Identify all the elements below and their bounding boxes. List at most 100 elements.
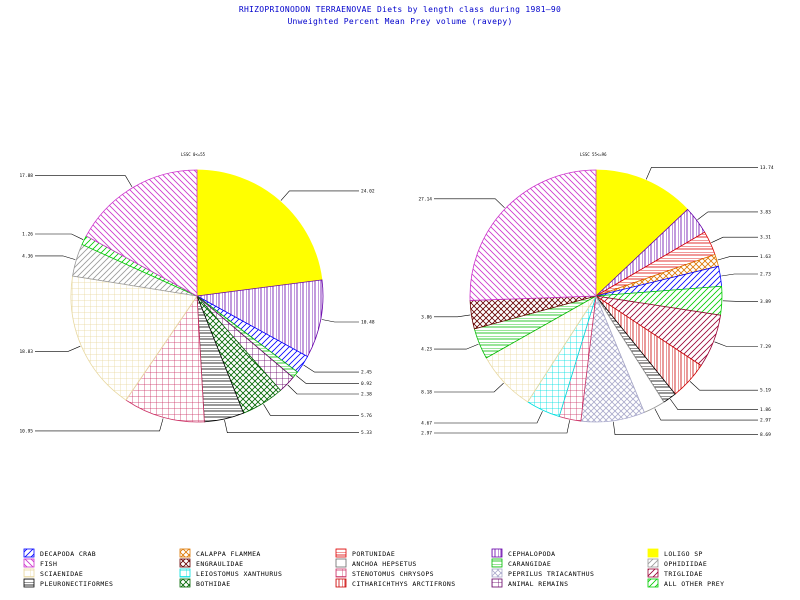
legend-item-portunidae: PORTUNIDAE [335, 548, 395, 558]
slice-value-label: 1.26 [22, 231, 33, 237]
legend-label: FISH [40, 560, 57, 568]
leader-line [321, 319, 359, 323]
pie-chart-1: LSSC 0<=55 24.02 10.48 2.45 0.92 2.38 5.76 5.33… [19, 152, 374, 436]
legend-item-sciaenidae: SCIAENIDAE [23, 568, 83, 578]
leader-line [721, 273, 758, 277]
legend-swatch [179, 558, 191, 568]
legend-label: TRIGLIDAE [664, 570, 703, 578]
leader-line [669, 398, 758, 410]
leader-line [35, 418, 164, 432]
pie-slice-cephalopoda [195, 279, 324, 358]
pie-chart-2: LSSC 55<=96 13.74 3.83 3.31 1.63 2.73 3.89 7.29… [418, 152, 773, 438]
slice-value-label: 8.69 [760, 432, 771, 438]
legend-label: STENOTOMUS CHRYSOPS [352, 570, 434, 578]
leader-line [263, 404, 359, 416]
slice-value-label: 13.74 [760, 165, 774, 171]
legend-swatch [647, 578, 659, 588]
slice-value-label: 5.33 [361, 430, 372, 436]
legend-label: ANCHOA HEPSETUS [352, 560, 417, 568]
legend-label: CALAPPA FLAMMEA [196, 550, 261, 558]
legend-item-calappa-flammea: CALAPPA FLAMMEA [179, 548, 261, 558]
slice-value-label: 10.48 [361, 319, 375, 325]
leader-line [717, 256, 758, 261]
leader-line [35, 233, 84, 240]
chart-titles: RHIZOPRIONODON TERRAENOVAE Diets by leng… [0, 4, 800, 28]
legend-swatch [23, 568, 35, 578]
leader-line [654, 408, 758, 421]
leader-line [645, 167, 758, 180]
legend-swatch [491, 558, 503, 568]
leader-line [35, 345, 81, 352]
legend-item-animal-remains: ANIMAL REMAINS [491, 578, 568, 588]
legend-item-leiostomus-xanthurus: LEIOSTOMUS XANTHURUS [179, 568, 282, 578]
legend-label: CITHARICHTHYS ARCTIFRONS [352, 580, 456, 588]
slice-value-label: 17.88 [19, 173, 33, 179]
legend-label: CARANGIDAE [508, 560, 551, 568]
slice-value-label: 3.86 [421, 314, 432, 320]
legend-item-anchoa-hepsetus: ANCHOA HEPSETUS [335, 558, 417, 568]
leader-line [722, 300, 758, 302]
pie-slice-fish [469, 169, 597, 301]
slice-value-label: 8.18 [421, 390, 432, 396]
pie-slice-sciaenidae [70, 275, 198, 401]
legend-swatch [491, 548, 503, 558]
leader-line [35, 255, 76, 260]
legend-label: LEIOSTOMUS XANTHURUS [196, 570, 282, 578]
legend-item-peprilus-triacanthus: PEPRILUS TRIACANTHUS [491, 568, 594, 578]
leader-line [280, 190, 359, 201]
leader-line [613, 421, 758, 436]
leader-line [689, 381, 758, 391]
slice-value-label: 3.89 [760, 299, 771, 305]
legend-label: SCIAENIDAE [40, 570, 83, 578]
leader-line [287, 384, 359, 395]
legend-swatch [335, 548, 347, 558]
legend-swatch [179, 548, 191, 558]
slice-value-label: 4.67 [421, 420, 432, 426]
legend-swatch [23, 578, 35, 588]
leader-line [224, 419, 359, 434]
legend-item-all-other-prey: ALL OTHER PREY [647, 578, 724, 588]
slice-value-label: 4.23 [421, 347, 432, 353]
pie-slice-loligo-sp [196, 169, 323, 297]
leader-line [714, 341, 758, 347]
leader-line [434, 198, 505, 209]
slice-value-label: 0.92 [361, 381, 372, 387]
legend-item-pleuronectiformes: PLEURONECTIFORMES [23, 578, 113, 588]
slice-value-label: 3.31 [760, 235, 771, 241]
legend-label: ALL OTHER PREY [664, 580, 724, 588]
legend-item-citharichthys-arctifrons: CITHARICHTHYS ARCTIFRONS [335, 578, 456, 588]
pie-slice-stenotomus-chrysops [125, 294, 205, 423]
legend-swatch [647, 548, 659, 558]
chart-subtitle: Unweighted Percent Mean Prey volume (rav… [287, 17, 513, 26]
slice-value-label: 27.14 [418, 196, 432, 202]
pie-slice-loligo-sp [595, 169, 689, 297]
leader-line [434, 382, 504, 393]
legend-item-bothidae: BOTHIDAE [179, 578, 231, 588]
slice-value-label: 1.86 [760, 407, 771, 413]
legend-label: ENGRAULIDAE [196, 560, 243, 568]
legend-item-cephalopoda: CEPHALOPODA [491, 548, 555, 558]
legend-label: CEPHALOPODA [508, 550, 555, 558]
legend-swatch [647, 568, 659, 578]
slice-value-label: 18.83 [19, 349, 33, 355]
legend-swatch [335, 558, 347, 568]
legend-label: BOTHIDAE [196, 580, 231, 588]
pie-slice-fish [85, 169, 198, 297]
slice-value-label: 1.63 [760, 254, 771, 260]
legend-swatch [647, 558, 659, 568]
chart-title: RHIZOPRIONODON TERRAENOVAE Diets by leng… [238, 5, 562, 14]
leader-line [434, 420, 570, 434]
pie-label: LSSC 55<=96 [580, 152, 607, 157]
legend-label: PEPRILUS TRIACANTHUS [508, 570, 594, 578]
legend-swatch [23, 548, 35, 558]
legend-item-fish: FISH [23, 558, 57, 568]
slice-value-label: 5.76 [361, 413, 372, 419]
legend-item-ophidiidae: OPHIDIIDAE [647, 558, 707, 568]
legend-swatch [179, 578, 191, 588]
legend-item-decapoda-crab: DECAPODA CRAB [23, 548, 96, 558]
leader-line [434, 314, 471, 318]
legend-swatch [491, 568, 503, 578]
legend-label: PORTUNIDAE [352, 550, 395, 558]
